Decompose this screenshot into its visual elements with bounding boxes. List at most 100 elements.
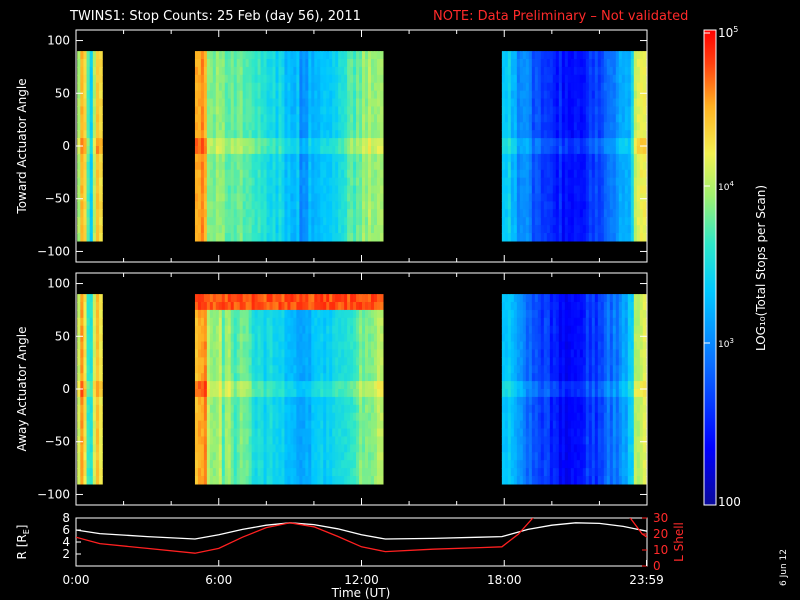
heatmap-cell [591, 217, 596, 226]
heatmap-cell [370, 396, 375, 406]
heatmap-cell [522, 217, 527, 226]
heatmap-cell [368, 217, 372, 226]
heatmap-cell [308, 82, 312, 92]
heatmap-cell [347, 365, 351, 374]
heatmap-cell [236, 381, 241, 390]
heatmap-cell [272, 153, 277, 163]
heatmap-cell [582, 122, 587, 131]
heatmap-cell [507, 217, 512, 226]
heatmap-cell [92, 412, 97, 422]
heatmap-cell [359, 444, 363, 453]
heatmap-cell [513, 476, 518, 485]
heatmap-cell [347, 74, 351, 84]
heatmap-cell [576, 114, 581, 123]
heatmap-cell [344, 138, 348, 147]
heatmap-cell [570, 161, 575, 171]
heatmap-cell [513, 106, 518, 115]
heatmap-cell [89, 420, 94, 430]
heatmap-cell [329, 185, 333, 195]
heatmap-cell [612, 114, 617, 123]
heatmap-cell [621, 161, 626, 171]
heatmap-cell [540, 233, 545, 242]
heatmap-cell [582, 130, 587, 139]
heatmap-cell [525, 436, 530, 445]
heatmap-cell [329, 153, 333, 163]
heatmap-cell [293, 412, 297, 422]
heatmap-cell [519, 74, 524, 84]
heatmap-cell [224, 309, 229, 319]
heatmap-cell [359, 309, 363, 319]
heatmap-cell [642, 217, 647, 226]
heatmap-cell [287, 201, 292, 210]
heatmap-cell [233, 106, 238, 115]
heatmap-cell [224, 428, 229, 438]
heatmap-cell [612, 138, 617, 147]
heatmap-cell [197, 428, 202, 438]
heatmap-cell [224, 233, 229, 242]
heatmap-cell [615, 177, 620, 187]
heatmap-cell [272, 349, 277, 358]
heatmap-cell [239, 193, 244, 202]
heatmap-cell [335, 396, 339, 406]
heatmap-cell [89, 193, 94, 202]
heatmap-cell [326, 201, 330, 210]
heatmap-cell [531, 122, 536, 131]
heatmap-cell [251, 201, 256, 210]
heatmap-cell [373, 51, 378, 60]
heatmap-cell [573, 106, 578, 115]
heatmap-cell [332, 98, 336, 108]
heatmap-cell [531, 114, 536, 123]
heatmap-cell [359, 209, 363, 218]
heatmap-cell [627, 201, 632, 210]
heatmap-cell [338, 389, 342, 398]
heatmap-cell [356, 357, 360, 366]
heatmap-cell [203, 185, 208, 195]
heatmap-cell [80, 460, 85, 469]
heatmap-cell [245, 460, 250, 469]
heatmap-cell [344, 98, 348, 108]
heatmap-cell [597, 82, 602, 92]
heatmap-cell [552, 201, 557, 210]
heatmap-cell [326, 66, 330, 76]
heatmap-cell [373, 476, 378, 485]
heatmap-cell [618, 82, 623, 92]
heatmap-cell [320, 217, 324, 226]
heatmap-cell [525, 412, 530, 422]
heatmap-cell [239, 201, 244, 210]
heatmap-cell [323, 396, 327, 406]
heatmap-cell [552, 82, 557, 92]
heatmap-cell [197, 114, 202, 123]
heatmap-cell [370, 444, 375, 453]
heatmap-cell [284, 349, 289, 358]
heatmap-cell [591, 233, 596, 242]
heatmap-cell [522, 193, 527, 202]
heatmap-cell [353, 325, 357, 335]
heatmap-cell [329, 476, 333, 485]
heatmap-cell [320, 317, 324, 327]
heatmap-cell [299, 193, 303, 202]
heatmap-cell [341, 130, 345, 139]
heatmap-cell [627, 90, 632, 100]
heatmap-cell [630, 74, 635, 84]
heatmap-cell [636, 185, 641, 195]
heatmap-cell [77, 90, 81, 100]
heatmap-cell [579, 193, 584, 202]
heatmap-cell [376, 82, 381, 92]
heatmap-cell [350, 169, 354, 179]
heatmap-cell [260, 428, 265, 438]
heatmap-cell [347, 444, 351, 453]
heatmap-cell [516, 381, 521, 390]
heatmap-cell [558, 130, 563, 139]
heatmap-cell [89, 51, 94, 60]
heatmap-cell [501, 153, 506, 163]
heatmap-cell [266, 177, 271, 187]
heatmap-cell [639, 217, 644, 226]
heatmap-cell [329, 341, 333, 351]
heatmap-cell [245, 193, 250, 202]
heatmap-cell [290, 396, 295, 406]
heatmap-cell [227, 294, 232, 303]
heatmap-cell [293, 217, 297, 226]
heatmap-cell [540, 177, 545, 187]
heatmap-cell [335, 349, 339, 358]
heatmap-cell [242, 153, 247, 163]
